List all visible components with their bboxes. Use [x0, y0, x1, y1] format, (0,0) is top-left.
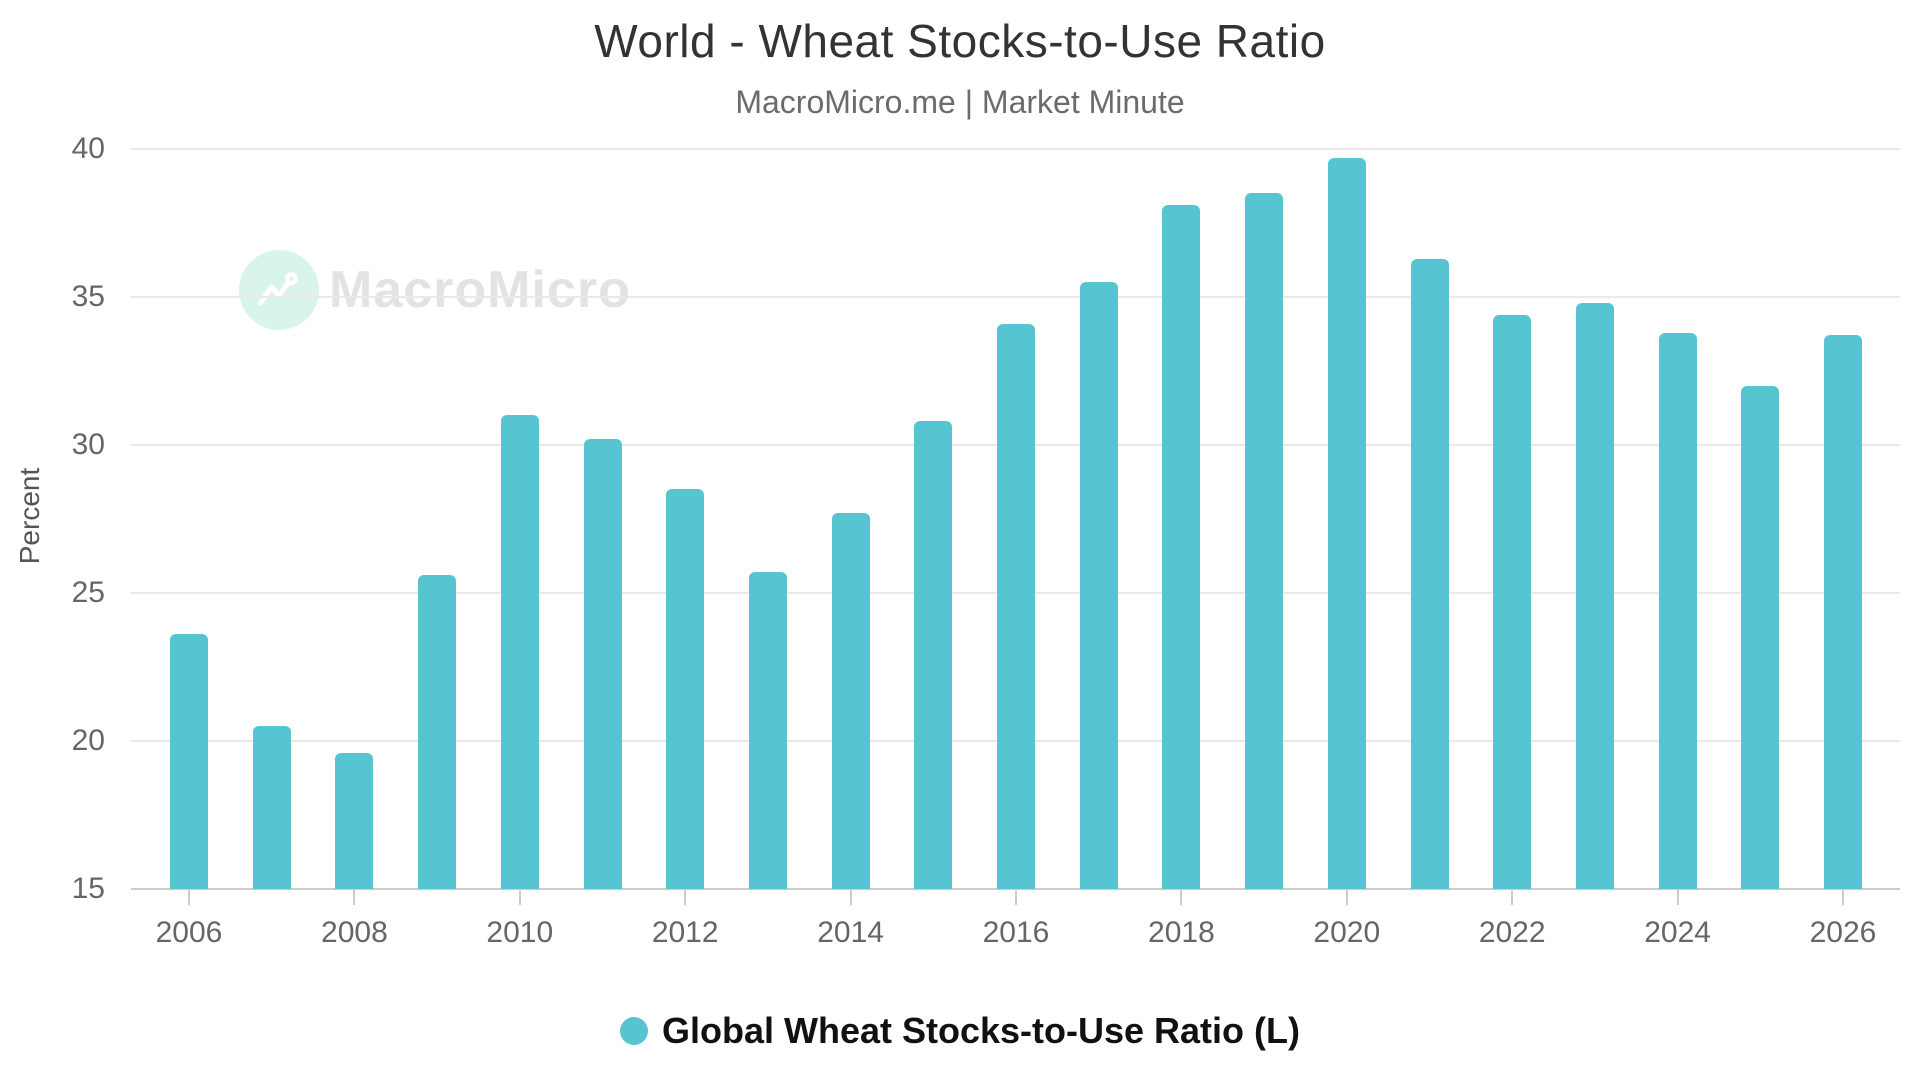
gridline-35 — [131, 296, 1900, 298]
y-tick-label-30: 30 — [71, 428, 105, 461]
chart-title: World - Wheat Stocks-to-Use Ratio — [594, 15, 1326, 67]
x-tick-label-2006: 2006 — [155, 916, 223, 949]
x-tick-label-2014: 2014 — [817, 916, 884, 949]
x-tick-label-2018: 2018 — [1148, 916, 1215, 949]
bar-2008[interactable] — [335, 752, 374, 889]
x-tick-2020 — [1345, 889, 1348, 905]
bar-2006[interactable] — [170, 634, 208, 889]
legend-series-label: Global Wheat Stocks-to-Use Ratio (L) — [661, 1010, 1301, 1051]
x-tick-label-2026: 2026 — [1809, 916, 1877, 949]
bar-2012[interactable] — [666, 489, 705, 889]
bar-2019[interactable] — [1245, 193, 1284, 889]
y-axis-title: Percent — [14, 467, 45, 565]
bar-2023[interactable] — [1575, 302, 1614, 889]
x-tick-label-2024: 2024 — [1644, 916, 1711, 949]
y-tick-label-15: 15 — [71, 872, 105, 905]
bar-2026[interactable] — [1824, 335, 1862, 889]
x-tick-2024 — [1676, 889, 1679, 905]
y-tick-label-40: 40 — [71, 132, 105, 165]
bar-2017[interactable] — [1079, 282, 1118, 889]
x-tick-label-2008: 2008 — [321, 916, 388, 949]
bar-2020[interactable] — [1327, 157, 1366, 889]
chart-subtitle: MacroMicro.me | Market Minute — [735, 84, 1185, 120]
x-tick-label-2016: 2016 — [982, 916, 1050, 949]
x-tick-label-2010: 2010 — [486, 916, 554, 949]
x-tick-2014 — [849, 889, 852, 905]
line-chart-icon — [258, 272, 298, 306]
x-tick-label-2012: 2012 — [651, 916, 719, 949]
bar-2007[interactable] — [252, 726, 291, 889]
x-tick-2016 — [1015, 889, 1017, 905]
x-tick-2022 — [1511, 889, 1514, 905]
bar-2024[interactable] — [1658, 332, 1697, 889]
watermark-logo-circle — [239, 250, 319, 330]
legend[interactable]: Global Wheat Stocks-to-Use Ratio (L) — [0, 1010, 1920, 1052]
bar-2011[interactable] — [583, 439, 622, 889]
x-tick-label-2020: 2020 — [1313, 916, 1381, 949]
bar-2009[interactable] — [418, 575, 457, 889]
y-tick-label-20: 20 — [71, 724, 105, 757]
x-tick-label-2022: 2022 — [1478, 916, 1546, 949]
x-tick-2010 — [518, 889, 521, 905]
x-tick-2018 — [1180, 889, 1183, 905]
bar-2016[interactable] — [997, 323, 1035, 889]
bar-2022[interactable] — [1493, 314, 1532, 889]
bar-2015[interactable] — [914, 421, 953, 889]
legend-series-dot — [619, 1017, 648, 1045]
y-tick-label-25: 25 — [71, 576, 105, 609]
x-tick-2008 — [353, 889, 356, 905]
gridline-40 — [131, 148, 1900, 150]
bar-2014[interactable] — [831, 513, 870, 889]
bar-2025[interactable] — [1741, 385, 1780, 889]
bar-2021[interactable] — [1410, 258, 1449, 889]
macromicro-watermark: MacroMicro — [239, 250, 631, 330]
bar-2018[interactable] — [1162, 205, 1201, 889]
y-tick-label-35: 35 — [71, 280, 105, 313]
x-tick-2006 — [188, 889, 190, 905]
x-tick-2026 — [1842, 889, 1844, 905]
bar-2013[interactable] — [748, 572, 787, 889]
x-tick-2012 — [684, 889, 687, 905]
bar-2010[interactable] — [500, 415, 539, 889]
watermark-text: MacroMicro — [329, 261, 631, 319]
